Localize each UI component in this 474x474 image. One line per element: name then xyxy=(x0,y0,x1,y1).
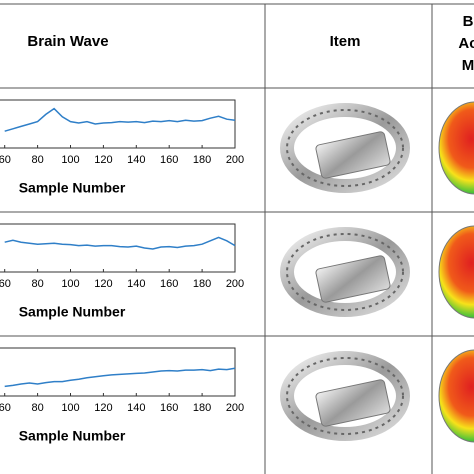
x-tick-label: 160 xyxy=(160,154,178,166)
x-axis-label: Sample Number xyxy=(19,304,126,320)
x-tick-label: 80 xyxy=(31,154,43,166)
bracelet-plate xyxy=(315,131,391,179)
plot-frame xyxy=(0,223,236,273)
header: B xyxy=(463,13,474,30)
brain-wave-line xyxy=(4,367,236,388)
x-tick-label: 180 xyxy=(193,402,211,414)
x-tick-label: 60 xyxy=(0,278,11,290)
x-tick-label: 200 xyxy=(226,154,244,166)
brain-head xyxy=(438,349,474,443)
bracelet-image xyxy=(280,351,410,441)
bracelet-plate xyxy=(315,379,391,427)
bracelet-links xyxy=(286,109,404,187)
x-tick-label: 80 xyxy=(31,402,43,414)
header: M xyxy=(462,57,474,74)
x-tick-label: 60 xyxy=(0,402,11,414)
header: Item xyxy=(330,33,361,50)
x-tick-label: 120 xyxy=(94,402,112,414)
x-axis-label: Sample Number xyxy=(19,180,126,196)
brain-wave-line xyxy=(4,236,236,250)
brain-head xyxy=(438,225,474,319)
x-axis-label: Sample Number xyxy=(19,428,126,444)
header: Ac xyxy=(458,35,474,52)
x-tick-label: 200 xyxy=(226,402,244,414)
bracelet-links xyxy=(286,233,404,311)
bracelet-plate xyxy=(315,255,391,303)
x-tick-label: 140 xyxy=(127,278,145,290)
bracelet-image xyxy=(280,227,410,317)
bracelet-links xyxy=(286,357,404,435)
brain-wave-line xyxy=(4,107,236,132)
x-tick-label: 120 xyxy=(94,154,112,166)
brain-map xyxy=(438,225,474,319)
x-tick-label: 180 xyxy=(193,278,211,290)
brain-head xyxy=(438,101,474,195)
brain-map xyxy=(438,101,474,195)
x-tick-label: 140 xyxy=(127,154,145,166)
x-tick-label: 160 xyxy=(160,402,178,414)
x-tick-label: 60 xyxy=(0,154,11,166)
x-tick-label: 120 xyxy=(94,278,112,290)
x-tick-label: 200 xyxy=(226,278,244,290)
plot-frame xyxy=(0,99,236,149)
x-tick-label: 160 xyxy=(160,278,178,290)
plot-frame xyxy=(0,347,236,397)
x-tick-label: 80 xyxy=(31,278,43,290)
x-tick-label: 100 xyxy=(61,278,79,290)
x-tick-label: 140 xyxy=(127,402,145,414)
header: Brain Wave xyxy=(27,33,108,50)
brain-map xyxy=(438,349,474,443)
x-tick-label: 180 xyxy=(193,154,211,166)
x-tick-label: 100 xyxy=(61,402,79,414)
table-borders xyxy=(0,3,474,474)
bracelet-image xyxy=(280,103,410,193)
x-tick-label: 100 xyxy=(61,154,79,166)
